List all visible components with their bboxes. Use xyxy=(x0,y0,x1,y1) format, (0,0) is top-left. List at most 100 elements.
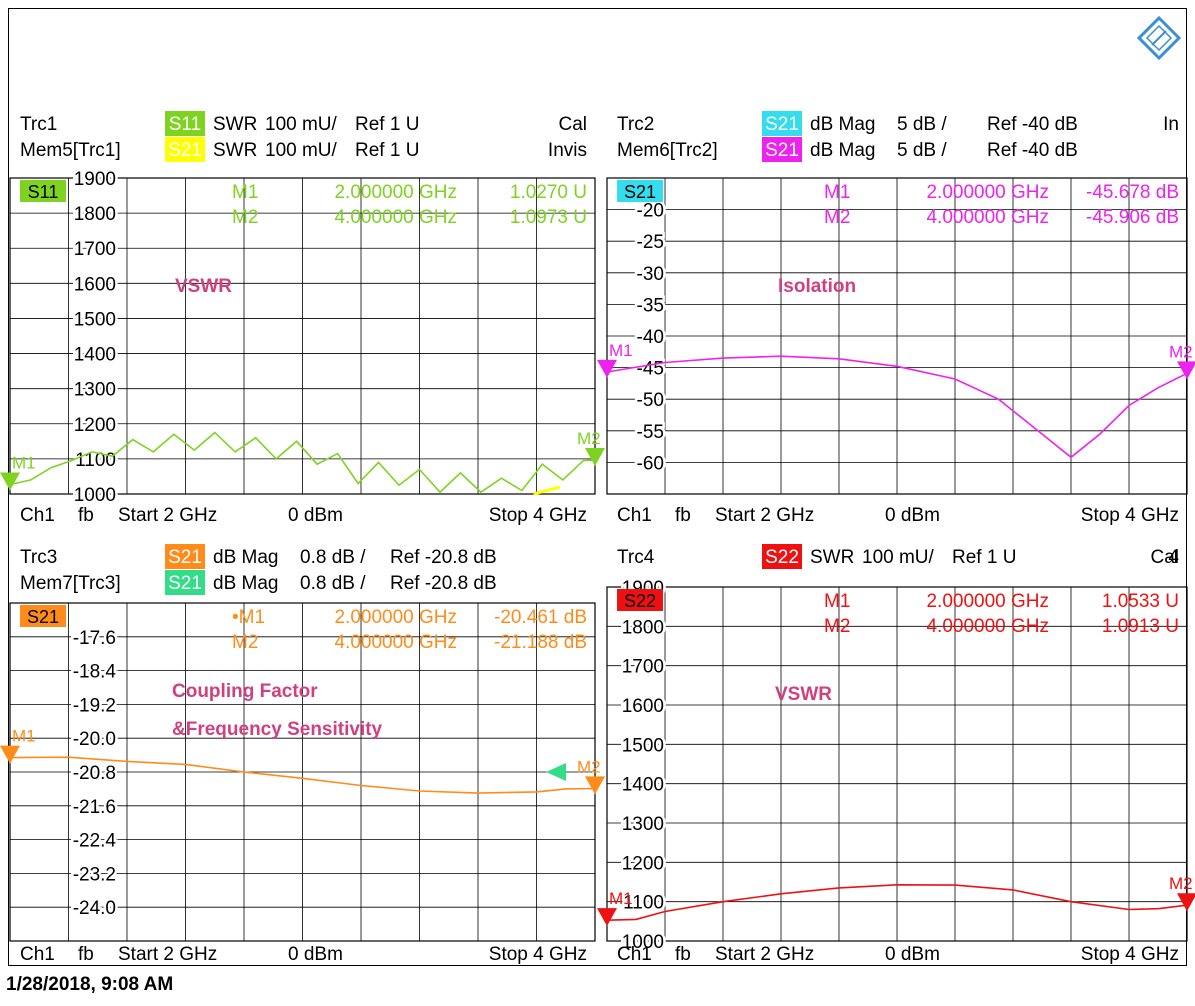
marker-freq: 4.000000 GHz xyxy=(334,632,457,653)
footer-mode: fb xyxy=(675,944,691,965)
trace-badge xyxy=(617,589,663,611)
y-tick-label: -23.2 xyxy=(73,864,116,885)
marker-triangle xyxy=(0,745,20,764)
marker-name: M2 xyxy=(824,616,850,637)
annotation-text: Isolation xyxy=(778,276,856,297)
scale-label: 5 dB / xyxy=(897,114,947,135)
ref-label: Ref -20.8 dB xyxy=(390,573,497,594)
marker-freq: 2.000000 GHz xyxy=(926,591,1049,612)
rs-logo xyxy=(1137,16,1181,60)
status-label: Cal xyxy=(558,114,587,135)
y-tick-label: -55 xyxy=(637,422,664,443)
marker-name: M1 xyxy=(232,182,258,203)
marker-value: -21.188 dB xyxy=(494,632,587,653)
marker-name: M2 xyxy=(824,207,850,228)
series-line xyxy=(606,355,1188,459)
y-tick-label: -50 xyxy=(637,390,664,411)
trace-badge-label: S11 xyxy=(28,182,59,202)
marker-value: -45.906 dB xyxy=(1086,207,1179,228)
series-line xyxy=(9,431,596,494)
footer-stop: Stop 4 GHz xyxy=(1081,944,1179,965)
param-badge-bg xyxy=(762,137,802,162)
trace-badge xyxy=(20,605,66,627)
marker-label: M1 xyxy=(609,341,633,360)
marker-triangle xyxy=(585,776,605,795)
trace-badge xyxy=(617,180,663,202)
marker-freq: 2.000000 GHz xyxy=(334,607,457,628)
footer-stop: Stop 4 GHz xyxy=(1081,505,1179,526)
memory-name: Mem7[Trc3] xyxy=(20,573,121,594)
marker-freq: 4.000000 GHz xyxy=(334,207,457,228)
format-label: SWR xyxy=(810,547,854,568)
marker-value: -45.678 dB xyxy=(1086,182,1179,203)
scale-label: 100 mU/ xyxy=(265,140,338,161)
scale-label: 0.8 dB / xyxy=(300,573,366,594)
trace-name: Trc1 xyxy=(20,114,57,135)
y-tick-label: 1600 xyxy=(74,274,116,295)
marker-label: M2 xyxy=(577,757,601,776)
memory-name: Mem6[Trc2] xyxy=(617,140,718,161)
series-line xyxy=(606,883,1188,921)
param-badge-bg xyxy=(762,544,802,569)
y-tick-label: 1600 xyxy=(622,696,664,717)
format-label: SWR xyxy=(213,140,257,161)
y-tick-label: -20.0 xyxy=(73,729,116,750)
y-tick-label: 1500 xyxy=(622,735,664,756)
y-tick-label: -45 xyxy=(637,359,664,380)
footer-stop: Stop 4 GHz xyxy=(489,944,587,965)
ref-label: Ref -40 dB xyxy=(987,140,1078,161)
marker-triangle xyxy=(0,472,20,491)
annotation-text: VSWR xyxy=(775,684,832,705)
marker-label: M2 xyxy=(1169,342,1193,361)
ref-label: Ref 1 U xyxy=(952,547,1016,568)
y-tick-label: -18.4 xyxy=(73,662,117,683)
footer-power: 0 dBm xyxy=(885,505,940,526)
y-tick-label: -17.6 xyxy=(73,628,116,649)
param-badge-label: S21 xyxy=(168,573,202,594)
trace-name: Trc2 xyxy=(617,114,654,135)
ref-label: Ref -40 dB xyxy=(987,114,1078,135)
param-badge-label: S11 xyxy=(169,114,201,135)
marker-label: M1 xyxy=(12,454,36,473)
trace-badge-label: S22 xyxy=(624,591,656,611)
marker-value: 1.0270 U xyxy=(510,182,587,203)
param-badge-label: S21 xyxy=(765,140,799,161)
y-tick-label: 1800 xyxy=(622,617,664,638)
y-tick-label: -60 xyxy=(637,453,664,474)
y-tick-label: -40 xyxy=(637,327,664,348)
marker-freq: 2.000000 GHz xyxy=(926,182,1049,203)
scale-label: 5 dB / xyxy=(897,140,947,161)
y-tick-label: 1300 xyxy=(622,814,664,835)
y-tick-label: 1200 xyxy=(622,853,664,874)
trace-badge-label: S21 xyxy=(624,182,656,202)
y-tick-label: -35 xyxy=(637,295,664,316)
annotation-text: &Frequency Sensitivity xyxy=(172,719,383,740)
series-line xyxy=(9,756,596,794)
format-label: dB Mag xyxy=(213,573,278,594)
scale-label: 100 mU/ xyxy=(265,114,338,135)
y-tick-label: 1300 xyxy=(74,380,116,401)
param-badge-bg xyxy=(165,570,205,595)
y-tick-label: 1400 xyxy=(74,345,116,366)
param-badge-label: S21 xyxy=(168,547,202,568)
y-tick-label: -19.2 xyxy=(73,695,116,716)
param-badge-label: S21 xyxy=(765,114,799,135)
marker-triangle xyxy=(585,447,605,466)
trace-name: Trc4 xyxy=(617,547,655,568)
series-line xyxy=(533,485,561,496)
footer-channel: Ch1 xyxy=(20,944,55,965)
scale-label: 0.8 dB / xyxy=(300,547,366,568)
annotation-text: Coupling Factor xyxy=(172,681,318,702)
marker-name: •M1 xyxy=(232,607,265,628)
marker-label: M2 xyxy=(1169,874,1193,893)
marker-name: M1 xyxy=(824,182,850,203)
memory-marker xyxy=(546,763,567,781)
timestamp: 1/28/2018, 9:08 AM xyxy=(6,974,174,995)
footer-channel: Ch1 xyxy=(617,944,652,965)
marker-triangle xyxy=(597,359,617,378)
marker-value: 1.0533 U xyxy=(1102,591,1179,612)
trace-badge xyxy=(20,180,66,202)
marker-label: M1 xyxy=(12,727,36,746)
marker-name: M2 xyxy=(232,632,258,653)
y-tick-label: 1800 xyxy=(74,204,116,225)
